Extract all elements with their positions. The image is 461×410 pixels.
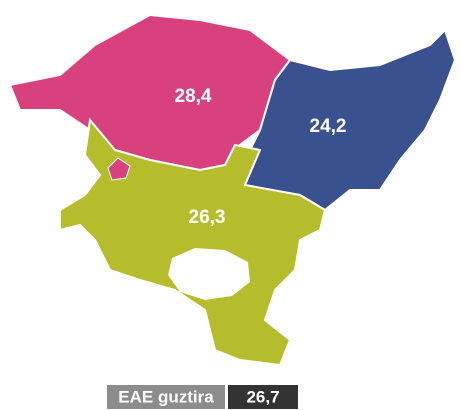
region-value: 26,3 [189, 207, 226, 228]
total-label-box [107, 385, 225, 409]
enclave [107, 157, 131, 181]
region-shape [59, 117, 327, 367]
enclave-hole [168, 248, 250, 300]
region-shape [8, 13, 292, 172]
total-label: EAE guztira [118, 387, 214, 406]
total-value-box [228, 385, 298, 409]
region-value: 24,2 [310, 116, 347, 137]
total-value: 26,7 [246, 387, 279, 406]
region-value: 28,4 [175, 86, 212, 107]
